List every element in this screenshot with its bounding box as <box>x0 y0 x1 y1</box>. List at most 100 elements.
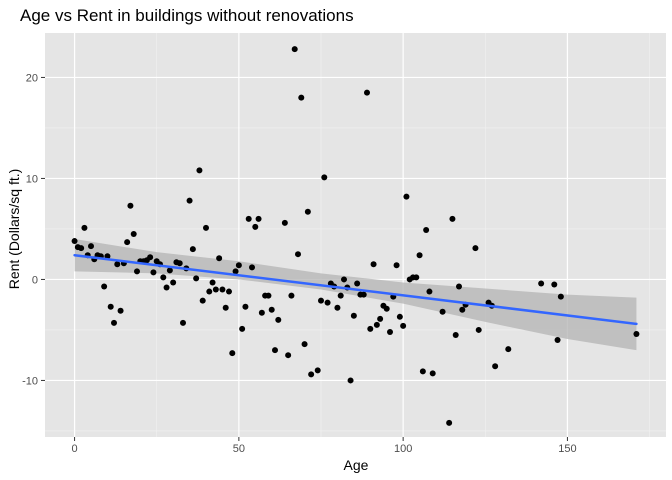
data-point <box>203 224 209 231</box>
data-point <box>117 307 124 314</box>
data-point <box>439 308 446 315</box>
data-point <box>298 94 305 101</box>
data-point <box>249 264 255 271</box>
data-point <box>124 239 131 246</box>
data-point <box>492 363 499 370</box>
data-point <box>127 202 134 209</box>
data-point <box>413 274 420 281</box>
data-point <box>193 275 200 282</box>
data-point <box>337 292 344 299</box>
confidence-band <box>74 239 637 351</box>
data-point <box>321 174 328 181</box>
data-point <box>176 260 183 267</box>
x-axis-ticks: 0 50 100 150 <box>72 437 577 455</box>
data-point <box>304 208 311 215</box>
data-point <box>387 328 393 335</box>
data-point <box>88 243 94 250</box>
chart-title: Age vs Rent in buildings without renovat… <box>20 6 354 25</box>
data-point <box>551 281 558 288</box>
data-point <box>364 89 370 96</box>
data-point <box>301 341 308 348</box>
data-point <box>78 245 85 252</box>
data-point <box>114 261 121 268</box>
data-point <box>318 297 324 304</box>
data-point <box>239 325 246 332</box>
data-point <box>459 306 466 313</box>
data-point <box>189 246 196 253</box>
y-tick-label: 0 <box>32 274 38 286</box>
data-point <box>291 46 298 53</box>
data-point <box>81 224 88 231</box>
data-point <box>242 303 249 310</box>
data-point <box>308 371 315 378</box>
data-point <box>226 288 232 295</box>
data-point <box>367 325 374 332</box>
data-point <box>196 167 203 174</box>
data-point <box>373 321 380 328</box>
data-point <box>396 313 403 320</box>
data-point <box>446 419 453 426</box>
data-point <box>360 291 367 298</box>
data-point <box>429 370 436 377</box>
data-point <box>101 283 108 290</box>
data-point <box>393 262 400 269</box>
data-point <box>324 299 331 306</box>
data-point <box>370 261 377 268</box>
data-point <box>272 347 278 354</box>
data-point <box>180 319 186 326</box>
data-point <box>383 305 390 312</box>
data-point <box>456 283 462 290</box>
data-point <box>633 330 640 337</box>
data-point <box>265 292 272 299</box>
data-point <box>341 276 347 283</box>
data-point <box>416 252 423 259</box>
data-point <box>160 274 167 281</box>
data-point <box>147 254 154 261</box>
data-point <box>350 312 357 319</box>
data-point <box>104 253 111 260</box>
fit-line-group <box>73 253 638 326</box>
data-point <box>166 267 173 274</box>
data-point <box>130 230 137 237</box>
data-points <box>71 46 640 426</box>
data-point <box>229 350 236 357</box>
data-point <box>212 286 219 293</box>
data-point <box>71 238 78 245</box>
data-point <box>163 284 170 291</box>
data-point <box>245 215 252 222</box>
data-point <box>281 219 288 226</box>
data-point <box>295 251 301 258</box>
plot-panel <box>45 33 666 437</box>
data-point <box>219 286 226 293</box>
data-point <box>403 193 410 200</box>
data-point <box>150 269 157 276</box>
y-axis-ticks: -10 0 10 20 <box>22 72 45 387</box>
data-point <box>275 316 282 323</box>
data-point <box>449 215 456 222</box>
data-point <box>186 197 193 204</box>
data-point <box>216 255 223 262</box>
data-point <box>285 352 292 359</box>
data-point <box>235 262 242 269</box>
y-tick-label: 10 <box>26 173 38 185</box>
data-point <box>505 346 512 353</box>
data-point <box>377 315 384 322</box>
data-point <box>475 326 482 333</box>
data-point <box>452 331 459 338</box>
data-point <box>288 292 295 299</box>
y-axis-label: Rent (Dollars/sq ft.) <box>6 169 22 290</box>
y-tick-label: 20 <box>26 72 38 84</box>
x-tick-label: 150 <box>558 443 576 455</box>
data-point <box>419 368 426 375</box>
data-point <box>258 309 265 316</box>
data-point <box>232 268 239 275</box>
data-point <box>255 215 262 222</box>
data-point <box>170 279 177 286</box>
x-tick-label: 50 <box>233 443 245 455</box>
data-point <box>209 279 216 286</box>
data-point <box>134 268 140 275</box>
x-tick-label: 100 <box>394 443 412 455</box>
data-point <box>554 337 561 344</box>
data-point <box>111 319 117 326</box>
